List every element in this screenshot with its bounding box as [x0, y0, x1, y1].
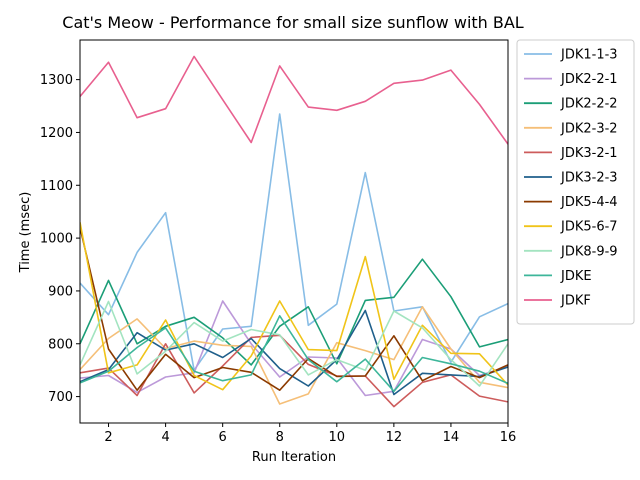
legend-label: JDKF: [560, 294, 591, 309]
x-tick-label: 16: [500, 430, 517, 445]
series-line-jdk2-3-2: [80, 305, 508, 405]
legend-label: JDK8-9-9: [560, 244, 618, 259]
y-axis-ticks: 700 800 900 1000 1100 1200 1300: [40, 73, 80, 405]
plot-frame: [79, 39, 509, 424]
x-tick-label: 14: [443, 430, 460, 445]
chart-title: Cat's Meow - Performance for small size …: [62, 13, 524, 32]
y-tick-label: 900: [48, 284, 73, 299]
legend-label: JDK3-2-3: [560, 171, 618, 186]
legend-label: JDK2-2-1: [560, 72, 618, 87]
y-tick-label: 1300: [40, 73, 73, 88]
x-tick-label: 8: [276, 430, 284, 445]
legend: JDK1-1-3 JDK2-2-1 JDK2-2-2 JDK2-3-2 JDK3-2-1…: [516, 39, 635, 325]
x-axis-ticks: 2 4 6 8 10 12 14 16: [104, 423, 516, 445]
series-line-jdk1-1-3: [80, 113, 508, 372]
series-line-jdkf: [80, 55, 508, 145]
legend-label: JDKE: [560, 269, 592, 284]
series-line-jdk5-4-4: [80, 227, 508, 392]
legend-label: JDK5-4-4: [560, 195, 618, 210]
x-tick-label: 2: [104, 430, 112, 445]
y-axis-title: Time (msec): [18, 192, 33, 274]
x-tick-label: 4: [161, 430, 169, 445]
y-tick-label: 1100: [40, 179, 73, 194]
legend-label: JDK2-3-2: [560, 121, 618, 136]
series-line-jdk2-2-2: [80, 258, 508, 366]
legend-box: [516, 39, 635, 325]
x-tick-label: 12: [386, 430, 403, 445]
y-tick-label: 1000: [40, 232, 73, 247]
legend-label: JDK1-1-3: [560, 48, 618, 63]
plot-lines: [80, 55, 508, 408]
legend-label: JDK5-6-7: [560, 220, 618, 235]
y-tick-label: 800: [48, 337, 73, 352]
series-line-jdk3-2-1: [80, 334, 508, 408]
x-tick-label: 10: [329, 430, 346, 445]
y-tick-label: 700: [48, 390, 73, 405]
y-tick-label: 1200: [40, 126, 73, 141]
legend-label: JDK3-2-1: [560, 146, 618, 161]
series-line-jdk8-9-9: [80, 300, 508, 387]
series-line-jdke: [80, 314, 508, 393]
legend-label: JDK2-2-2: [560, 97, 618, 112]
x-axis-title: Run Iteration: [252, 450, 336, 465]
x-tick-label: 6: [219, 430, 227, 445]
series-line-jdk5-6-7: [80, 222, 508, 391]
